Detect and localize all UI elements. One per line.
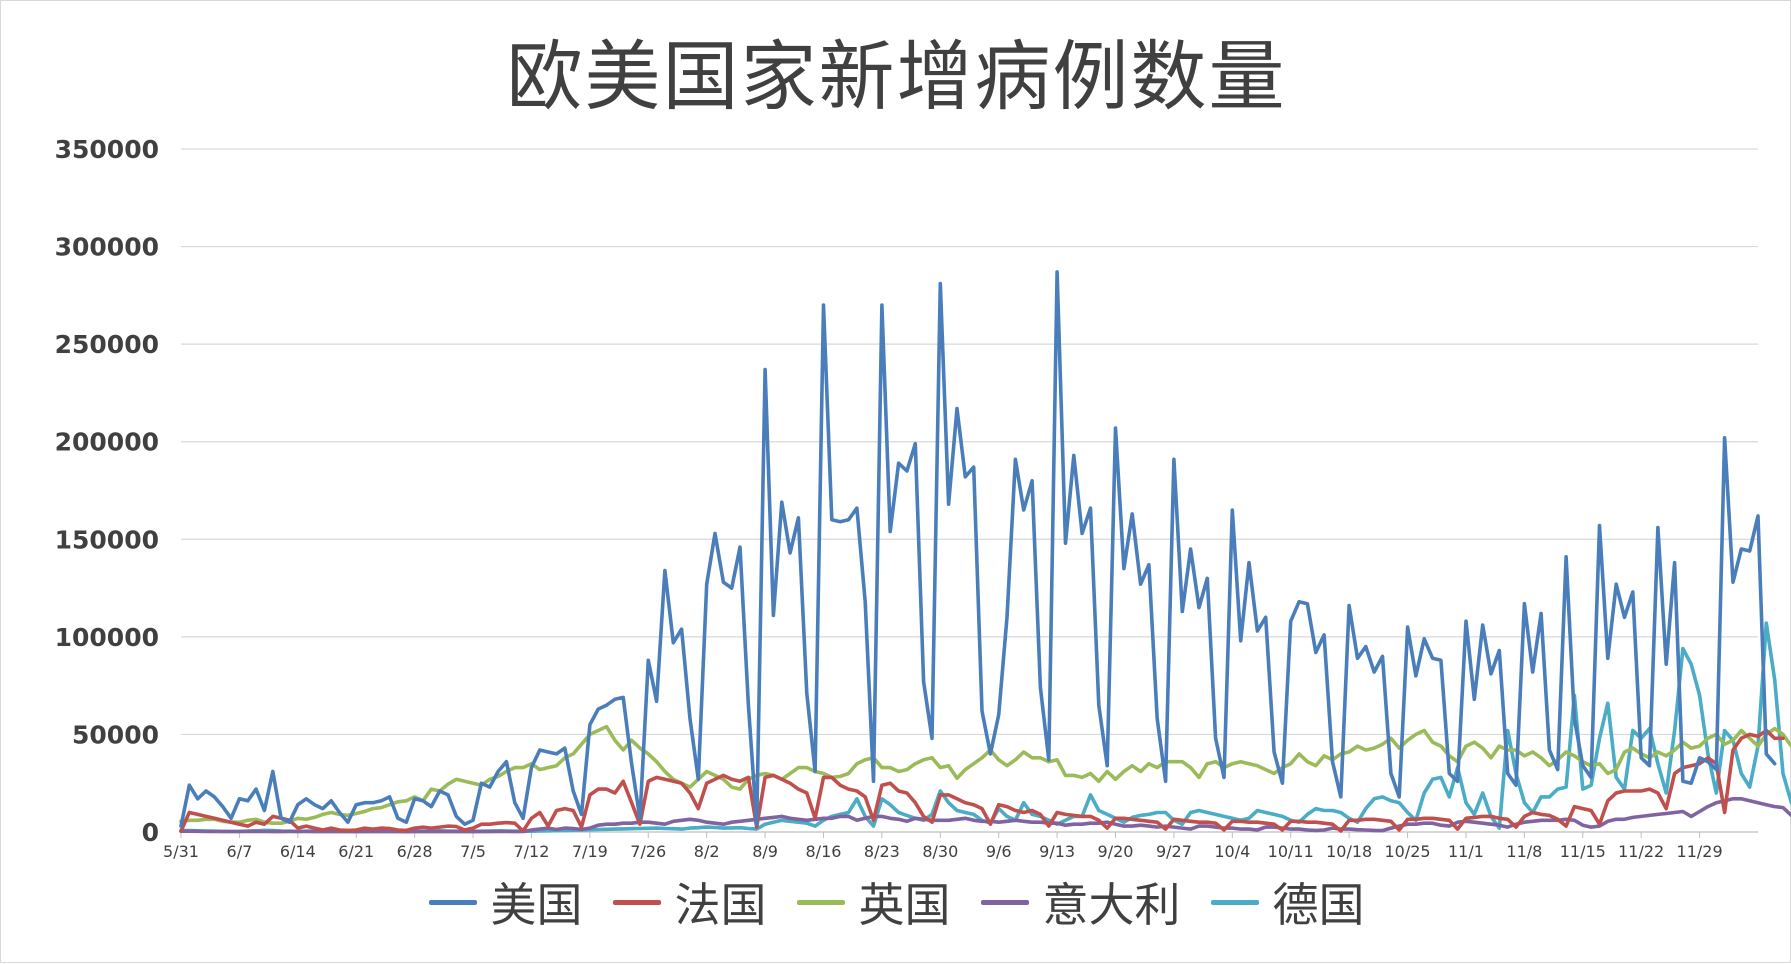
x-tick-label: 10/11 [1268,842,1314,861]
y-tick-label: 150000 [55,525,159,554]
legend-label: 法国 [674,878,767,932]
y-tick-label: 100000 [55,623,159,652]
x-tick-label: 9/13 [1039,842,1075,861]
x-tick-label: 9/6 [986,842,1012,861]
x-tick-label: 7/5 [460,842,486,861]
y-tick-label: 350000 [55,135,159,164]
x-axis-tick-labels: 5/31 6/7 6/14 6/21 6/28 7/5 7/12 7/19 7/26 8/2 8/9… [163,832,1723,861]
x-tick-label: 7/12 [513,842,549,861]
series-lines [179,270,1791,834]
gridlines [181,148,1758,833]
x-tick-label: 10/25 [1385,842,1431,861]
chart-legend: 美国 法国 英国 意大利 德国 [1,869,1791,935]
y-tick-label: 250000 [55,330,159,359]
x-tick-label: 8/2 [694,842,720,861]
legend-item: 英国 [796,869,951,935]
x-tick-label: 6/28 [397,842,433,861]
chart-title: 欧美国家新增病例数量 [506,32,1287,121]
legend-item: 德国 [1210,869,1365,935]
x-tick-label: 6/14 [280,842,316,861]
x-tick-label: 8/9 [752,842,778,861]
y-tick-label: 0 [142,818,159,847]
legend-label: 德国 [1272,878,1365,932]
series-line-1 [179,728,1785,833]
x-tick-label: 7/26 [630,842,666,861]
x-tick-label: 9/27 [1156,842,1192,861]
legend-item: 意大利 [980,869,1181,935]
legend-swatch [1210,899,1259,905]
legend-item: 美国 [428,869,583,935]
x-tick-label: 11/8 [1506,842,1542,861]
x-tick-label: 11/22 [1618,842,1664,861]
x-tick-label: 5/31 [163,842,199,861]
legend-swatch [428,899,477,905]
legend-item: 法国 [612,869,767,935]
legend-swatch [796,899,845,905]
y-tick-label: 50000 [72,720,159,749]
y-axis-tick-labels: 0 50000 100000 150000 200000 250000 300000 3500… [55,135,159,847]
x-tick-label: 8/23 [864,842,900,861]
series-line-0 [179,270,1777,828]
x-tick-label: 10/4 [1214,842,1250,861]
legend-swatch [980,899,1029,905]
x-tick-label: 6/7 [227,842,253,861]
x-tick-label: 9/20 [1098,842,1134,861]
x-tick-label: 10/18 [1326,842,1372,861]
legend-swatch [612,899,661,905]
legend-label: 意大利 [1042,878,1181,932]
x-tick-label: 8/16 [806,842,842,861]
legend-label: 美国 [490,878,583,932]
x-tick-label: 11/1 [1448,842,1484,861]
x-tick-label: 7/19 [572,842,608,861]
legend-label: 英国 [858,878,951,932]
y-tick-label: 200000 [55,428,159,457]
x-tick-label: 6/21 [338,842,374,861]
x-tick-label: 11/29 [1677,842,1723,861]
x-tick-label: 11/15 [1560,842,1606,861]
x-tick-label: 8/30 [922,842,958,861]
y-tick-label: 300000 [55,233,159,262]
series-line-3 [179,796,1791,834]
